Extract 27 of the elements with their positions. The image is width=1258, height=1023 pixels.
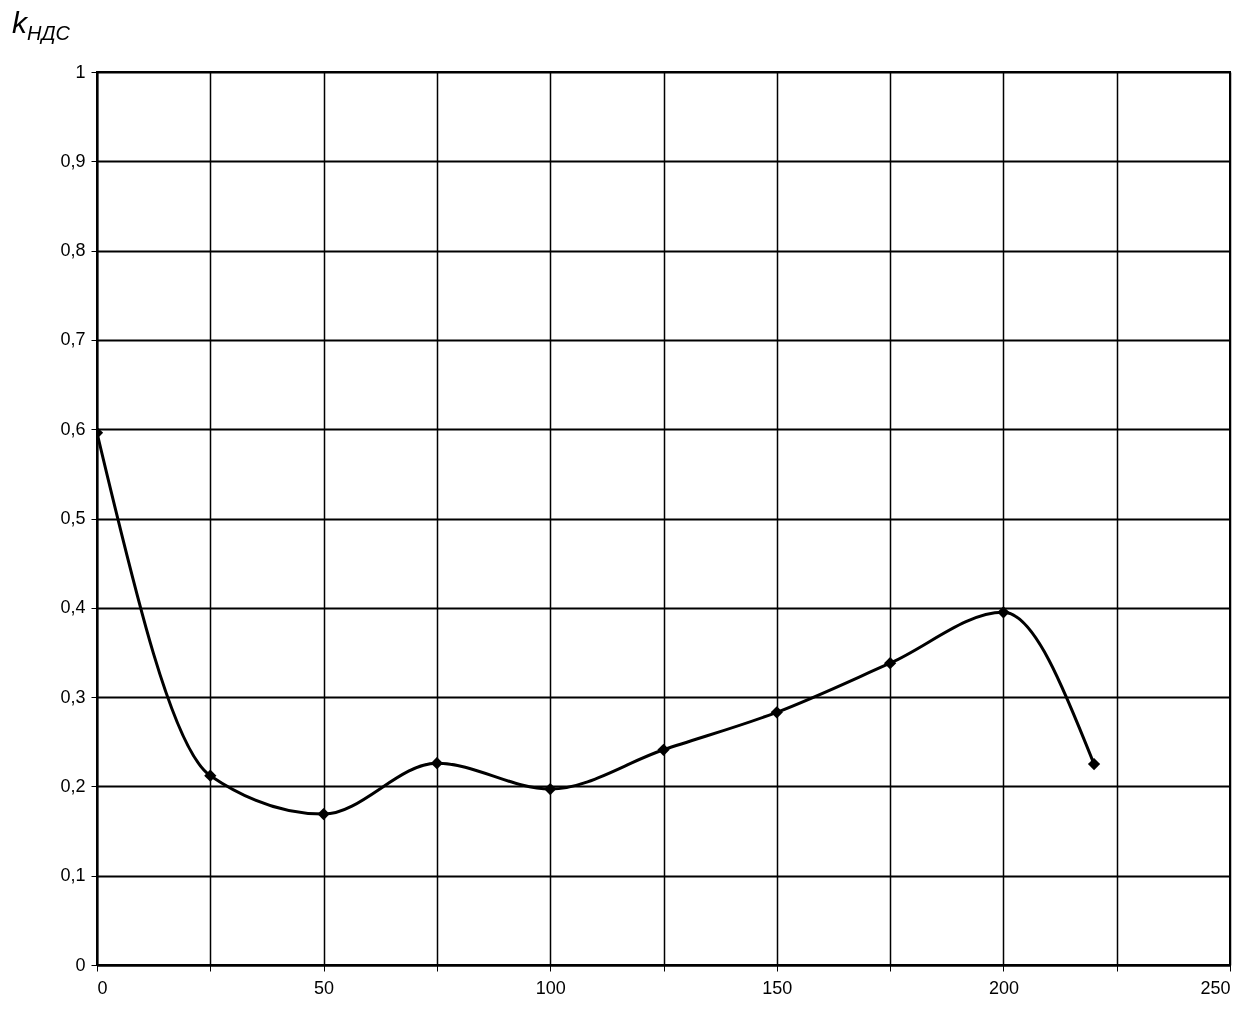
y-tick-label: 0,5 (60, 508, 86, 528)
y-tick-label: 0,2 (60, 775, 86, 796)
y-tick-label: 1 (75, 61, 86, 82)
point (770, 706, 783, 719)
x-tick-label: 100 (535, 977, 566, 998)
y-tick-label: 0,4 (60, 597, 86, 618)
x-tick-label: 150 (762, 977, 793, 998)
y-tick-label: 0,1 (60, 865, 86, 886)
point (1087, 757, 1101, 771)
point (883, 657, 897, 670)
y-tick-label: 0,8 (60, 240, 86, 261)
y-tick-label: 0 (75, 954, 86, 975)
point (204, 769, 217, 782)
point (997, 606, 1010, 619)
x-tick-label: 50 (314, 977, 335, 998)
y-tick-label: 0,6 (60, 418, 86, 439)
y-axis-title: k$_{НДС}$ (12, 6, 70, 45)
point (317, 807, 330, 821)
point (657, 743, 670, 756)
y-tick-label: 0,7 (60, 329, 86, 350)
y-tick-label: 0,3 (60, 686, 86, 707)
point (430, 757, 444, 770)
x-tick-label: 250 (1200, 977, 1231, 998)
x-tick-label: 200 (988, 977, 1019, 998)
point (544, 782, 557, 796)
y-tick-label: 0,9 (60, 150, 86, 171)
x-tick-label: 0 (97, 977, 108, 998)
